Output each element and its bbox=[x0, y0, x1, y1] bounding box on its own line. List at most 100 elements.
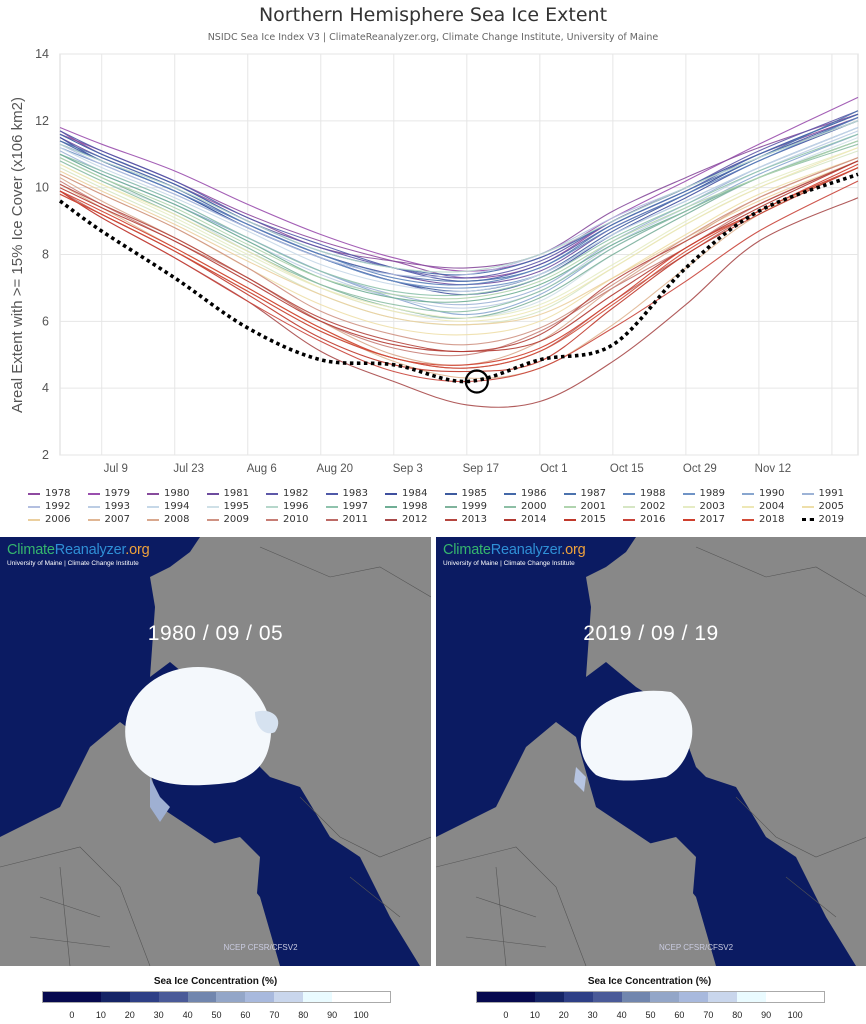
y-tick-label: 14 bbox=[35, 47, 49, 61]
brand-subtitle: University of Maine | Climate Change Ins… bbox=[7, 560, 139, 567]
colorbar-segment bbox=[332, 992, 390, 1002]
legend-item-1985[interactable]: 1985 bbox=[444, 487, 505, 500]
legend-item-2004[interactable]: 2004 bbox=[742, 500, 802, 513]
legend-item-2012[interactable]: 2012 bbox=[385, 513, 445, 526]
legend-swatch bbox=[28, 518, 40, 521]
legend-item-1979[interactable]: 1979 bbox=[87, 487, 148, 500]
legend-item-1997[interactable]: 1997 bbox=[325, 500, 386, 513]
legend-item-1987[interactable]: 1987 bbox=[563, 487, 624, 500]
colorbar-tick-label: 50 bbox=[645, 1010, 656, 1020]
legend-item-1995[interactable]: 1995 bbox=[206, 500, 267, 513]
legend-item-2010[interactable]: 2010 bbox=[266, 513, 326, 526]
legend-item-2016[interactable]: 2016 bbox=[623, 513, 683, 526]
legend-item-1998[interactable]: 1998 bbox=[385, 500, 445, 513]
legend-item-2003[interactable]: 2003 bbox=[682, 500, 743, 513]
legend-item-2000[interactable]: 2000 bbox=[504, 500, 564, 513]
legend-item-1984[interactable]: 1984 bbox=[385, 487, 445, 500]
legend-label: 2003 bbox=[699, 501, 725, 512]
colorbar-left: Sea Ice Concentration (%) 0 10 20 30 40 50 60 7… bbox=[0, 966, 431, 1024]
legend-item-1986[interactable]: 1986 bbox=[504, 487, 564, 500]
legend-swatch bbox=[504, 518, 516, 521]
colorbar-title: Sea Ice Concentration (%) bbox=[587, 976, 712, 987]
x-tick-label: Sep 17 bbox=[463, 463, 499, 475]
legend-item-1983[interactable]: 1983 bbox=[325, 487, 386, 500]
legend-swatch bbox=[87, 492, 100, 495]
legend-swatch bbox=[266, 518, 278, 521]
colorbar-segment bbox=[245, 992, 275, 1002]
series-lines bbox=[58, 96, 859, 408]
legend-item-1980[interactable]: 1980 bbox=[147, 487, 207, 500]
legend-label: 2009 bbox=[223, 514, 249, 525]
x-tick-label: Jul 9 bbox=[104, 463, 128, 475]
map-date: 1980 / 09 / 05 bbox=[147, 622, 284, 645]
colorbar bbox=[42, 991, 391, 1003]
legend-item-2015[interactable]: 2015 bbox=[563, 513, 624, 526]
legend-swatch bbox=[87, 518, 100, 521]
legend-item-1994[interactable]: 1994 bbox=[147, 500, 207, 513]
series-line-1999 bbox=[59, 140, 859, 319]
brand-logo: ClimateReanalyzer.org bbox=[7, 542, 150, 558]
legend-item-1989[interactable]: 1989 bbox=[682, 487, 743, 500]
colorbar-tick-label: 40 bbox=[616, 1010, 627, 1020]
legend-item-2005[interactable]: 2005 bbox=[801, 500, 862, 513]
legend-item-1978[interactable]: 1978 bbox=[28, 487, 88, 500]
legend-label: 1979 bbox=[104, 488, 130, 499]
line-chart: 2 4 6 8 10 12 14 Jul 9 Jul 23 Aug 6 Aug 20 Sep 3 Se… bbox=[9, 47, 859, 475]
legend-label: 1995 bbox=[223, 501, 249, 512]
colorbar-segment bbox=[187, 992, 217, 1002]
x-tick-label: Oct 29 bbox=[683, 463, 717, 475]
legend-label: 1983 bbox=[342, 488, 368, 499]
legend-swatch bbox=[385, 518, 397, 521]
legend-item-2019[interactable]: 2019 bbox=[801, 513, 862, 526]
legend-label: 2013 bbox=[461, 514, 487, 525]
series-line-2019 bbox=[58, 172, 859, 384]
legend-item-2014[interactable]: 2014 bbox=[504, 513, 564, 526]
legend-item-2001[interactable]: 2001 bbox=[563, 500, 624, 513]
legend-item-1999[interactable]: 1999 bbox=[444, 500, 505, 513]
legend-label: 1991 bbox=[818, 488, 844, 499]
legend-item-2017[interactable]: 2017 bbox=[682, 513, 743, 526]
legend-item-2011[interactable]: 2011 bbox=[325, 513, 386, 526]
colorbar-segment bbox=[563, 992, 593, 1002]
y-axis-label: Areal Extent with >= 15% Ice Cover (x106… bbox=[9, 97, 26, 413]
legend-swatch bbox=[801, 492, 814, 495]
legend-label: 1996 bbox=[283, 501, 309, 512]
legend-item-1993[interactable]: 1993 bbox=[87, 500, 148, 513]
legend-item-1992[interactable]: 1992 bbox=[28, 500, 88, 513]
legend-swatch bbox=[28, 492, 40, 495]
legend-item-2018[interactable]: 2018 bbox=[742, 513, 802, 526]
legend-item-2006[interactable]: 2006 bbox=[28, 513, 88, 526]
series-line-1983 bbox=[59, 113, 859, 282]
legend-item-1988[interactable]: 1988 bbox=[623, 487, 683, 500]
legend-item-2013[interactable]: 2013 bbox=[444, 513, 505, 526]
legend-swatch bbox=[682, 492, 695, 495]
x-tick-label: Nov 12 bbox=[755, 463, 791, 475]
chart-subtitle: NSIDC Sea Ice Index V3 | ClimateReanalyz… bbox=[207, 32, 659, 43]
legend-label: 2008 bbox=[164, 514, 190, 525]
y-tick-label: 4 bbox=[42, 381, 49, 395]
series-line-1988 bbox=[59, 116, 859, 286]
legend-item-2009[interactable]: 2009 bbox=[206, 513, 267, 526]
chart-title: Northern Hemisphere Sea Ice Extent bbox=[258, 4, 608, 26]
legend-item-2008[interactable]: 2008 bbox=[147, 513, 207, 526]
legend-swatch bbox=[801, 505, 814, 508]
legend-item-1981[interactable]: 1981 bbox=[206, 487, 267, 500]
legend: 1978 1979 1980 1981 1982 1983 1984 1985 1986 1987… bbox=[28, 487, 866, 526]
colorbar-segment bbox=[534, 992, 564, 1002]
legend-item-2002[interactable]: 2002 bbox=[623, 500, 683, 513]
legend-item-1996[interactable]: 1996 bbox=[266, 500, 326, 513]
legend-swatch bbox=[682, 505, 695, 508]
legend-swatch bbox=[563, 505, 576, 508]
colorbar-segment bbox=[216, 992, 246, 1002]
y-tick-label: 8 bbox=[42, 248, 49, 262]
legend-swatch bbox=[623, 492, 635, 495]
legend-item-1991[interactable]: 1991 bbox=[801, 487, 862, 500]
legend-label: 1999 bbox=[461, 501, 487, 512]
highlight-circle bbox=[464, 369, 489, 394]
legend-swatch bbox=[325, 492, 338, 495]
legend-swatch bbox=[623, 518, 635, 521]
legend-label: 2012 bbox=[402, 514, 428, 525]
legend-item-1982[interactable]: 1982 bbox=[266, 487, 326, 500]
legend-item-2007[interactable]: 2007 bbox=[87, 513, 148, 526]
legend-item-1990[interactable]: 1990 bbox=[742, 487, 802, 500]
